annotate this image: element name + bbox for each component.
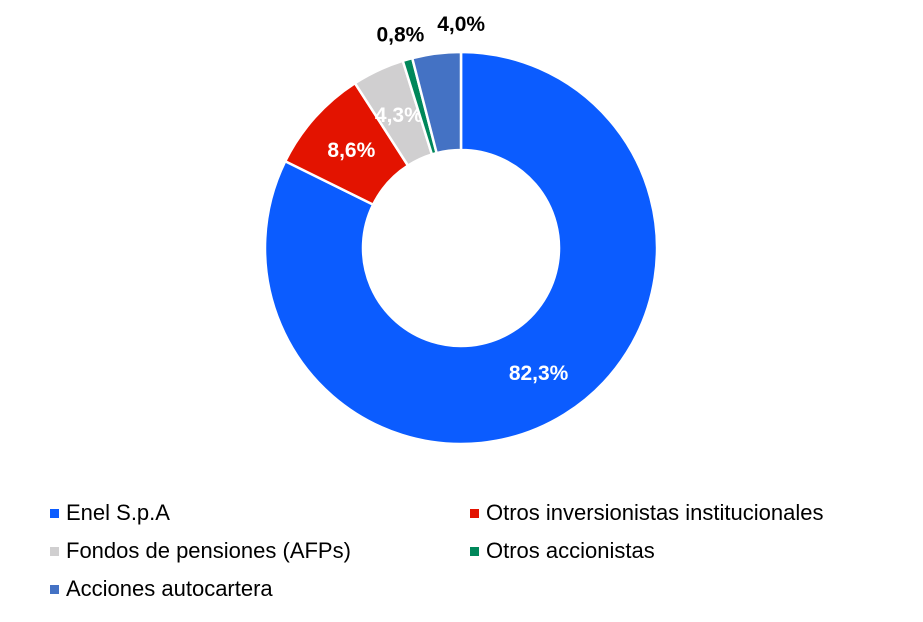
legend-item: Otros accionistas (470, 538, 655, 564)
legend-swatch (470, 508, 479, 518)
donut-chart: 82,3% 8,6%4,3% 0,8% 4,0% (263, 13, 659, 446)
data-label-3: 0,8% (376, 23, 424, 46)
legend-label: Fondos de pensiones (AFPs) (66, 538, 351, 563)
legend-item: Enel S.p.A (50, 500, 170, 526)
data-label-1: 8,6% (327, 139, 375, 162)
donut-slice-0 (263, 50, 659, 446)
data-label-4: 4,0% (437, 13, 485, 36)
legend-item: Otros inversionistas institucionales (470, 500, 823, 526)
legend-item: Fondos de pensiones (AFPs) (50, 538, 351, 564)
legend-label: Enel S.p.A (66, 500, 170, 525)
legend-swatch (470, 546, 479, 556)
data-label-0: 82,3% (509, 362, 569, 385)
legend-label: Otros inversionistas institucionales (486, 500, 824, 525)
data-label-2: 4,3% (375, 104, 423, 127)
legend-item: Acciones autocartera (50, 576, 273, 602)
legend-label: Otros accionistas (486, 538, 655, 563)
legend-swatch (50, 584, 59, 594)
donut-slice-4 (410, 50, 463, 155)
legend-swatch (50, 508, 59, 518)
legend-label: Acciones autocartera (66, 576, 273, 601)
legend-swatch (50, 546, 59, 556)
